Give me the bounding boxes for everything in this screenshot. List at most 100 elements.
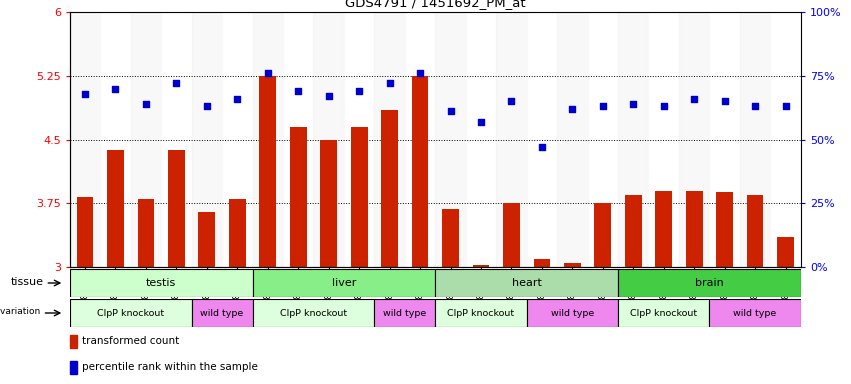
Point [352, 88, 366, 94]
Bar [557, 12, 587, 267]
Bar [618, 12, 648, 267]
Bar [710, 299, 801, 327]
Bar [138, 199, 154, 267]
Bar [496, 12, 527, 267]
Bar [351, 127, 368, 267]
Bar [686, 190, 703, 267]
Bar [717, 192, 733, 267]
Bar [746, 195, 763, 267]
Point [443, 108, 457, 114]
Point [383, 80, 397, 86]
Text: percentile rank within the sample: percentile rank within the sample [82, 362, 258, 372]
Text: wild type: wild type [383, 308, 426, 318]
Point [535, 144, 549, 150]
Text: liver: liver [332, 278, 356, 288]
Bar [595, 203, 611, 267]
Bar [70, 361, 77, 374]
Bar [503, 203, 520, 267]
Point [779, 103, 792, 109]
Point [231, 96, 244, 102]
Point [505, 98, 518, 104]
Bar [222, 12, 253, 267]
Point [566, 106, 580, 112]
Bar [70, 12, 100, 267]
Bar [198, 212, 215, 267]
Bar [710, 12, 740, 267]
Text: transformed count: transformed count [82, 336, 179, 346]
Text: ClpP knockout: ClpP knockout [280, 308, 347, 318]
Bar [320, 139, 337, 267]
Point [261, 70, 275, 76]
Bar [618, 269, 801, 297]
Point [139, 101, 152, 107]
Bar [283, 12, 313, 267]
Point [657, 103, 671, 109]
Bar [374, 12, 405, 267]
Point [626, 101, 640, 107]
Bar [435, 269, 618, 297]
Bar [443, 209, 459, 267]
Title: GDS4791 / 1451692_PM_at: GDS4791 / 1451692_PM_at [345, 0, 526, 10]
Bar [564, 263, 580, 267]
Bar [534, 258, 551, 267]
Text: heart: heart [511, 278, 541, 288]
Bar [435, 12, 465, 267]
Text: tissue: tissue [10, 276, 43, 286]
Bar [679, 12, 710, 267]
Text: wild type: wild type [551, 308, 594, 318]
Point [169, 80, 183, 86]
Bar [527, 12, 557, 267]
Bar [253, 299, 374, 327]
Point [200, 103, 214, 109]
Bar [412, 76, 428, 267]
Point [414, 70, 427, 76]
Bar [107, 150, 124, 267]
Bar [70, 299, 191, 327]
Bar [191, 299, 253, 327]
Point [688, 96, 701, 102]
Text: ClpP knockout: ClpP knockout [630, 308, 697, 318]
Bar [648, 12, 679, 267]
Text: ClpP knockout: ClpP knockout [97, 308, 164, 318]
Bar [465, 12, 496, 267]
Point [474, 119, 488, 125]
Bar [374, 299, 435, 327]
Bar [253, 12, 283, 267]
Point [78, 91, 92, 97]
Bar [161, 12, 191, 267]
Point [109, 85, 123, 91]
Bar [435, 299, 527, 327]
Bar [527, 299, 618, 327]
Bar [618, 299, 710, 327]
Bar [70, 269, 253, 297]
Point [322, 93, 335, 99]
Bar [405, 12, 435, 267]
Bar [260, 76, 276, 267]
Bar [587, 12, 618, 267]
Bar [77, 197, 94, 267]
Point [748, 103, 762, 109]
Bar [229, 199, 246, 267]
Bar [290, 127, 306, 267]
Bar [70, 334, 77, 348]
Text: brain: brain [695, 278, 724, 288]
Bar [168, 150, 185, 267]
Bar [313, 12, 344, 267]
Point [718, 98, 732, 104]
Bar [100, 12, 131, 267]
Bar [770, 12, 801, 267]
Text: wild type: wild type [734, 308, 777, 318]
Text: testis: testis [146, 278, 176, 288]
Bar [472, 265, 489, 267]
Bar [777, 237, 794, 267]
Bar [625, 195, 642, 267]
Bar [131, 12, 161, 267]
Text: genotype/variation: genotype/variation [0, 307, 41, 316]
Bar [381, 110, 398, 267]
Point [596, 103, 609, 109]
Bar [191, 12, 222, 267]
Bar [253, 269, 435, 297]
Bar [344, 12, 374, 267]
Bar [655, 190, 672, 267]
Text: wild type: wild type [201, 308, 243, 318]
